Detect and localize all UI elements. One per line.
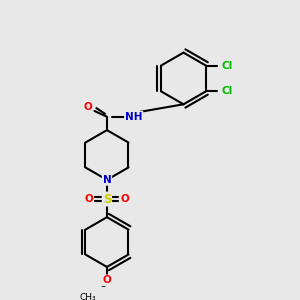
Text: O: O bbox=[103, 275, 111, 285]
Text: O: O bbox=[121, 194, 130, 204]
Text: O: O bbox=[84, 194, 93, 204]
Text: Cl: Cl bbox=[221, 86, 233, 96]
Text: CH₃: CH₃ bbox=[80, 293, 96, 300]
Text: O: O bbox=[83, 102, 92, 112]
Text: NH: NH bbox=[125, 112, 142, 122]
Text: Cl: Cl bbox=[221, 61, 233, 70]
Text: N: N bbox=[103, 175, 111, 185]
Text: S: S bbox=[103, 193, 111, 206]
